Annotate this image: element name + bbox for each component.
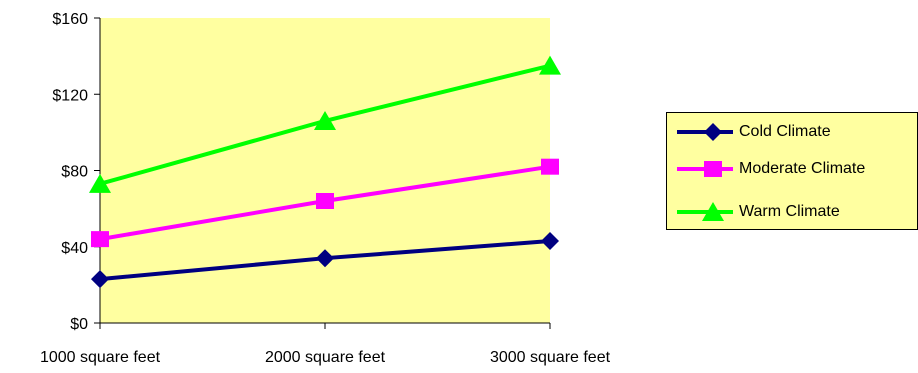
x-tick-label: 3000 square feet [490,349,611,366]
legend-swatch-moderate-climate [677,161,733,177]
data-point-cold-climate [91,270,109,289]
series-cold-climate [91,232,559,289]
legend: Cold Climate Moderate Climate Warm Clima… [666,112,918,230]
legend-label-cold-climate: Cold Climate [739,123,831,140]
y-tick-label: $80 [61,164,88,181]
data-point-cold-climate [541,232,559,251]
series-moderate-climate [91,158,559,248]
legend-item-cold-climate: Cold Climate [675,121,831,143]
legend-marker [702,202,724,221]
data-point-warm-climate [539,55,561,75]
y-tick-label: $120 [52,87,88,104]
data-point-moderate-climate [316,193,334,209]
legend-label-warm-climate: Warm Climate [739,203,840,220]
legend-marker [704,123,722,141]
data-point-warm-climate [314,110,336,130]
y-tick-label: $0 [70,316,88,333]
x-axis-ticks: 1000 square feet 2000 square feet 3000 squ… [40,323,611,366]
legend-item-warm-climate: Warm Climate [675,201,840,223]
legend-swatch-cold-climate [677,123,733,141]
data-point-cold-climate [316,249,334,268]
y-axis-ticks: $0 $40 $80 $120 $160 [52,11,100,333]
y-tick-label: $160 [52,11,88,28]
series-warm-climate [89,55,561,193]
x-tick-label: 2000 square feet [265,349,386,366]
plot-area [100,18,550,323]
legend-swatch-warm-climate [677,202,733,221]
data-point-warm-climate [89,173,111,193]
legend-marker [704,161,722,177]
data-point-moderate-climate [91,231,109,248]
data-point-moderate-climate [541,158,559,175]
legend-item-moderate-climate: Moderate Climate [675,158,865,180]
y-tick-label: $40 [61,240,88,257]
legend-label-moderate-climate: Moderate Climate [739,160,866,177]
x-tick-label: 1000 square feet [40,349,161,366]
series-layer [89,55,561,289]
